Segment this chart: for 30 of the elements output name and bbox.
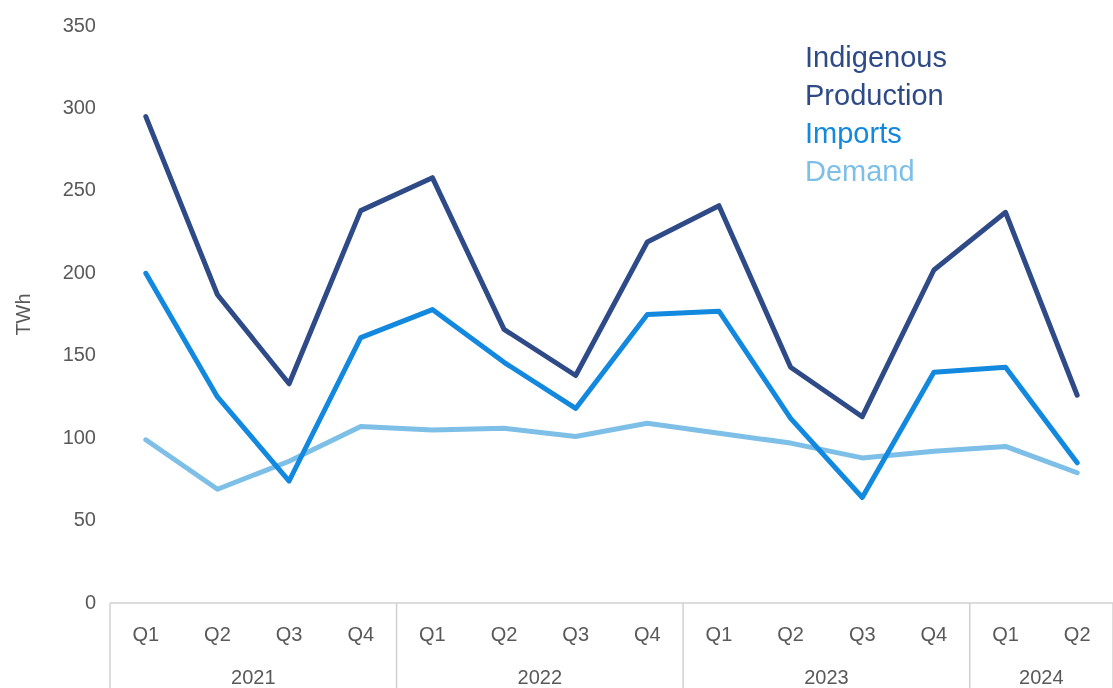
x-tick-label: Q1 xyxy=(705,622,733,645)
x-tick-label: Q3 xyxy=(562,622,590,645)
y-tick-label: 100 xyxy=(62,425,96,448)
x-tick-label: Q2 xyxy=(777,622,804,645)
text: Indigenous Production xyxy=(805,40,948,113)
x-tick-label: Q2 xyxy=(490,622,518,645)
text: 2022 xyxy=(517,665,563,688)
x-tick-label: Q3 xyxy=(275,622,303,645)
text: 2021 xyxy=(231,665,276,688)
y-tick-label: 350 xyxy=(62,13,96,36)
y-tick-label: 200 xyxy=(62,260,96,283)
text: 2023 xyxy=(804,665,849,688)
text: Demand xyxy=(805,154,916,189)
x-tick-label: Q4 xyxy=(347,622,375,645)
y-tick-label: 0 xyxy=(84,590,96,613)
y-tick-label: 50 xyxy=(73,508,96,531)
x-tick-label: Q2 xyxy=(204,622,231,645)
x-tick-label: Q1 xyxy=(419,622,446,645)
y-tick-label: 250 xyxy=(62,178,96,201)
x-tick-label: Q3 xyxy=(848,622,876,645)
y-axis-title: TWh xyxy=(11,293,34,336)
text: 2024 xyxy=(1019,665,1064,688)
x-tick-label: Q2 xyxy=(1063,622,1091,645)
text: Imports xyxy=(805,116,903,151)
x-tick-label: Q1 xyxy=(132,622,160,645)
x-tick-label: Q4 xyxy=(920,622,948,645)
y-tick-label: 300 xyxy=(62,95,96,118)
x-tick-label: Q1 xyxy=(992,622,1019,645)
y-tick-label: 150 xyxy=(62,343,96,366)
x-tick-label: Q4 xyxy=(633,622,661,645)
